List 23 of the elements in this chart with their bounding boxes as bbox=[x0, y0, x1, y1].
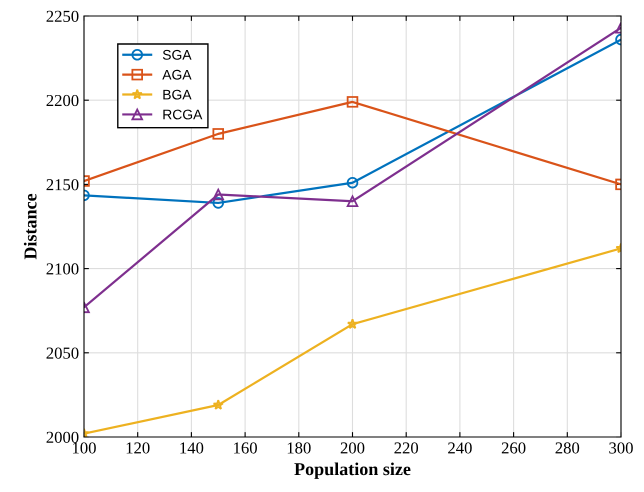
legend-label: AGA bbox=[162, 70, 192, 80]
y-tick-label: 2200 bbox=[46, 94, 79, 106]
y-tick-label: 2000 bbox=[46, 432, 79, 443]
x-tick-label: 200 bbox=[340, 442, 364, 454]
legend-label: SGA bbox=[162, 50, 192, 60]
x-tick-label: 260 bbox=[502, 442, 526, 454]
legend-label: BGA bbox=[163, 90, 192, 100]
x-tick-label: 140 bbox=[180, 442, 204, 454]
y-tick-label: 2050 bbox=[46, 348, 79, 359]
x-tick-label: 160 bbox=[234, 442, 257, 454]
x-tick-label: 220 bbox=[394, 442, 418, 454]
x-tick-label: 240 bbox=[448, 442, 472, 454]
y-axis-title: Distance bbox=[24, 194, 37, 260]
y-tick-label: 2150 bbox=[46, 179, 79, 190]
x-axis-title: Population size bbox=[294, 462, 410, 479]
y-tick-label: 2100 bbox=[46, 263, 79, 275]
x-tick-label: 280 bbox=[556, 442, 580, 454]
y-tick-label: 2250 bbox=[46, 10, 79, 22]
x-tick-label: 100 bbox=[72, 442, 96, 454]
legend-label: RCGA bbox=[163, 110, 202, 120]
x-tick-label: 180 bbox=[288, 442, 311, 454]
x-tick-label: 300 bbox=[609, 442, 633, 454]
x-tick-label: 120 bbox=[126, 442, 150, 454]
